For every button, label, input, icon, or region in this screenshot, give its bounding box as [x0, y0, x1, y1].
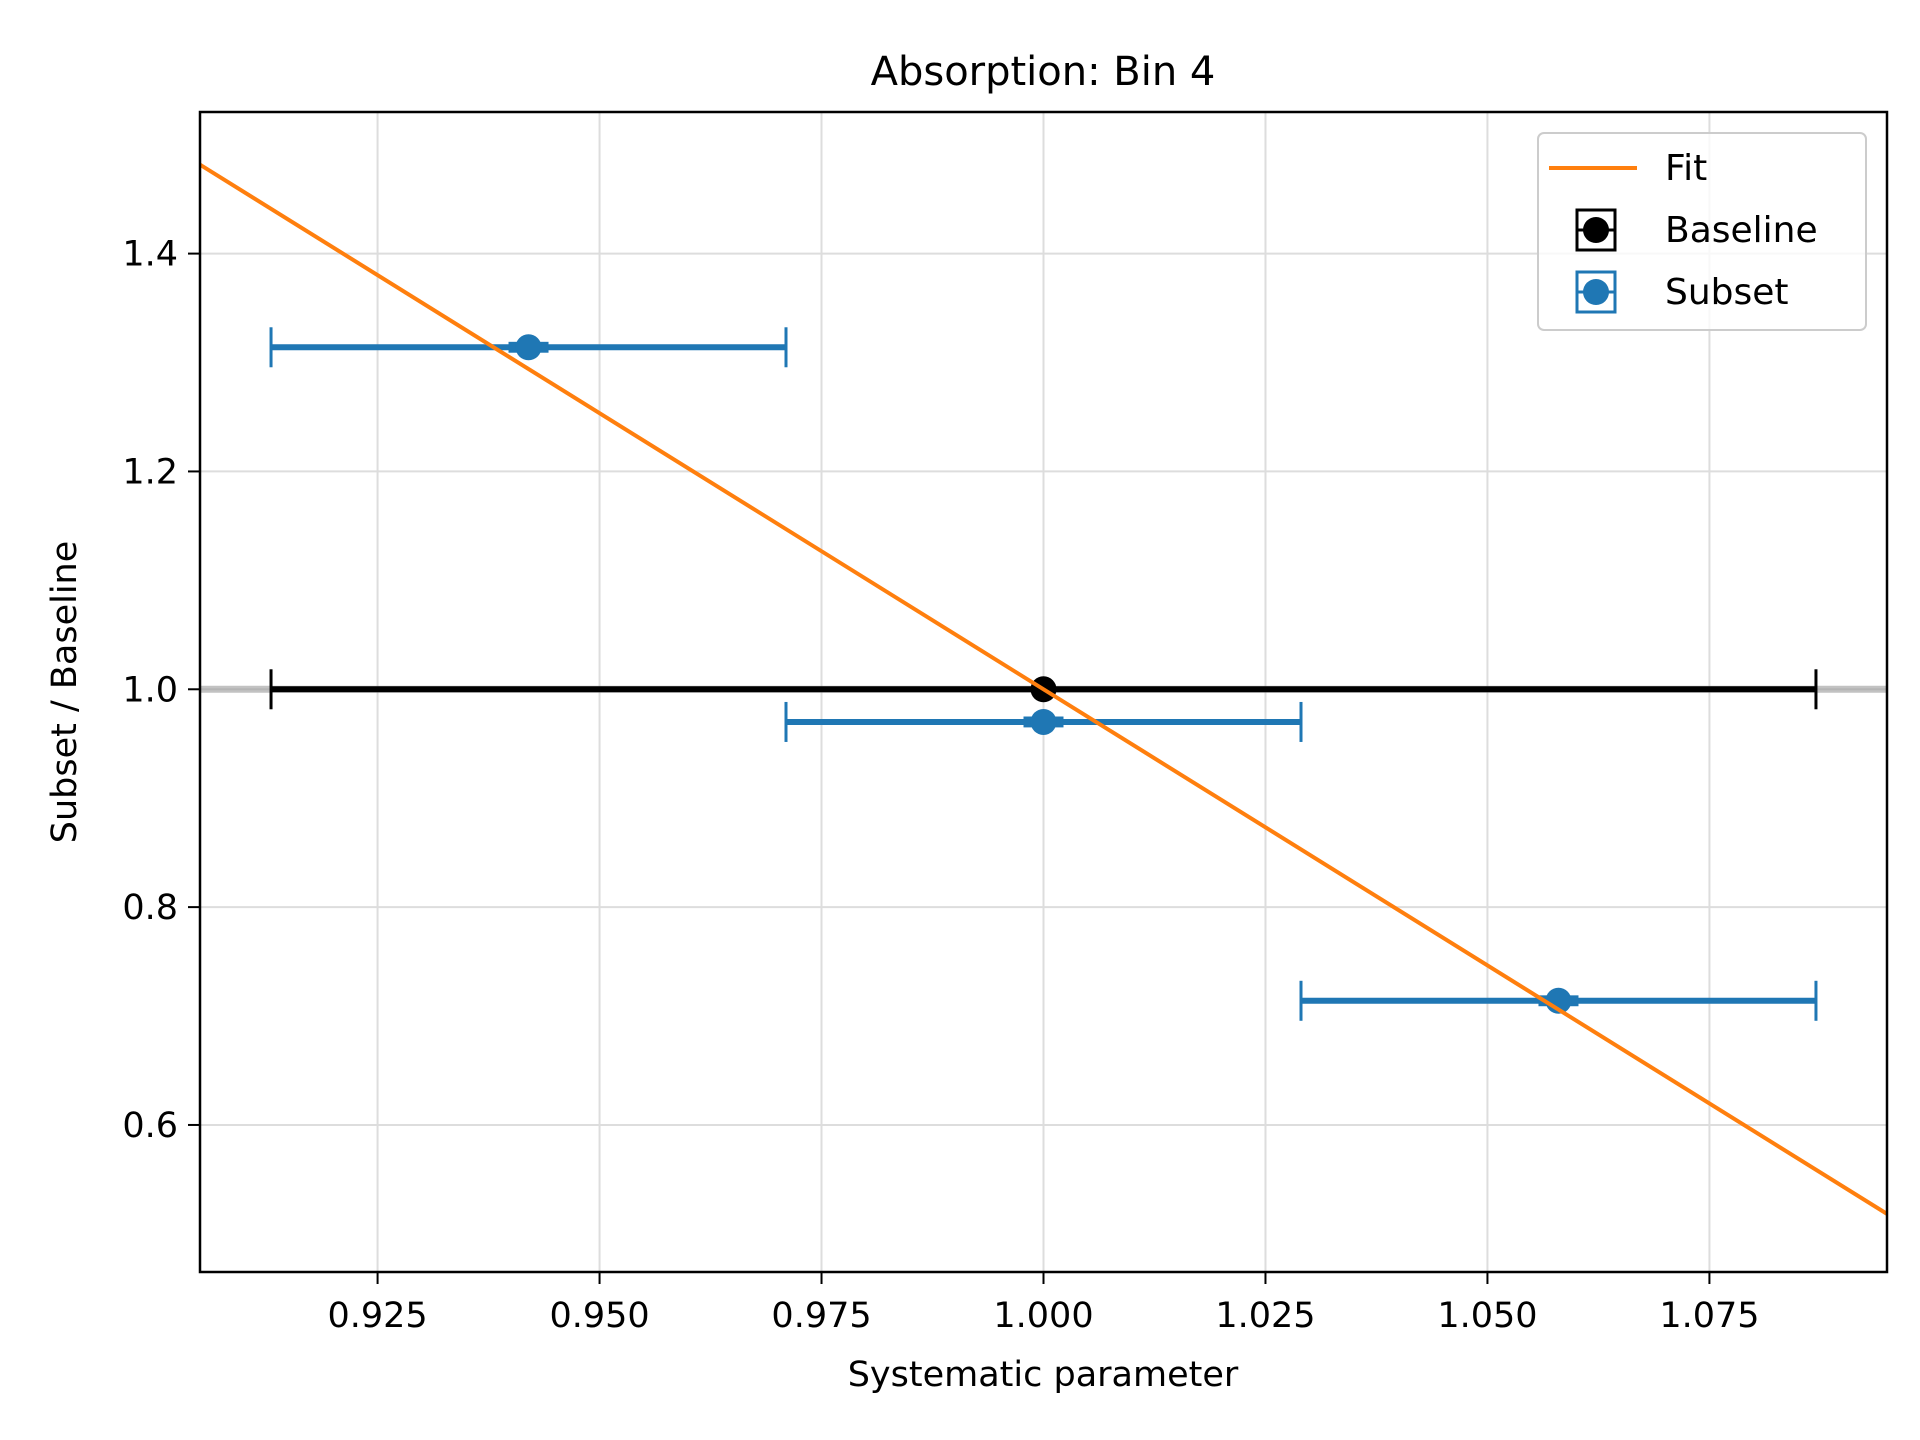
y-axis: 0.6 0.8 1.0 1.2 1.4	[122, 235, 200, 1146]
chart-title: Absorption: Bin 4	[871, 49, 1216, 95]
point-subset-marker	[1030, 708, 1057, 735]
point-subset	[1299, 980, 1818, 1021]
x-tick-label: 1.075	[1659, 1296, 1759, 1336]
legend-swatch-marker	[1583, 279, 1609, 305]
point-subset	[269, 327, 788, 368]
legend-box	[1537, 132, 1867, 331]
y-axis-label: Subset / Baseline	[45, 541, 85, 844]
y-tick-label: 1.0	[122, 670, 178, 710]
plot-area	[200, 162, 1887, 1216]
x-axis: 0.925 0.950 0.975 1.000 1.025 1.050 1.075	[327, 1272, 1760, 1336]
x-tick-label: 0.950	[549, 1296, 649, 1336]
fit-line	[200, 162, 1887, 1216]
y-tick-label: 1.2	[122, 452, 178, 492]
legend-swatch-marker	[1583, 217, 1609, 243]
y-tick-label: 0.8	[122, 888, 178, 928]
legend-label: Baseline	[1665, 210, 1818, 251]
legend-item-fit[interactable]: Fit	[1549, 148, 1707, 189]
legend-item-baseline[interactable]: Baseline	[1575, 208, 1818, 252]
y-tick-label: 1.4	[122, 235, 178, 275]
point-subset	[784, 701, 1303, 742]
y-tick-label: 0.6	[122, 1106, 178, 1146]
x-tick-label: 1.050	[1437, 1296, 1537, 1336]
x-tick-label: 1.025	[1215, 1296, 1315, 1336]
x-tick-label: 0.925	[327, 1296, 427, 1336]
x-tick-label: 1.000	[993, 1296, 1093, 1336]
legend-label: Fit	[1665, 148, 1707, 189]
x-tick-label: 0.975	[771, 1296, 871, 1336]
point-subset-marker	[515, 334, 542, 361]
legend-label: Subset	[1665, 272, 1789, 313]
x-axis-label: Systematic parameter	[848, 1355, 1239, 1395]
legend-item-subset[interactable]: Subset	[1575, 270, 1789, 314]
legend[interactable]: Fit Baseline Subset	[1537, 132, 1867, 331]
